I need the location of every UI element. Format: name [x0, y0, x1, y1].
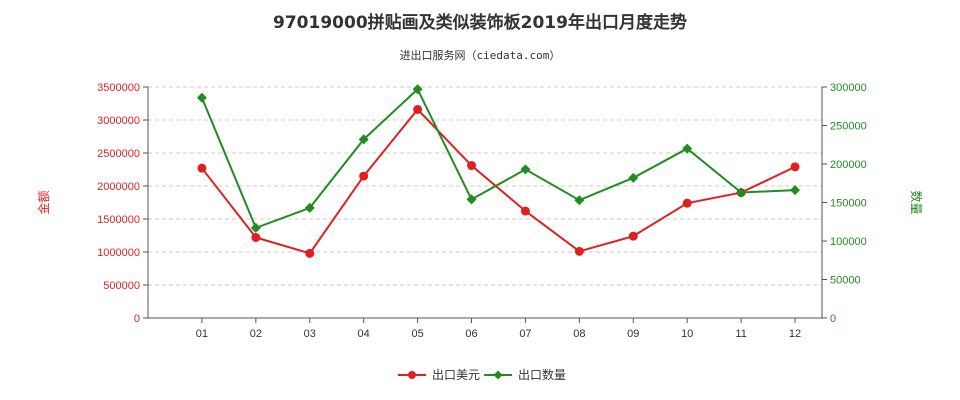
x-tick-label: 03 [304, 328, 316, 340]
left-tick-label: 3000000 [97, 115, 140, 127]
data-point [466, 194, 477, 205]
left-tick-label: 1000000 [97, 247, 140, 259]
x-tick-label: 11 [735, 328, 746, 340]
left-tick-label: 1500000 [97, 214, 140, 226]
data-point [628, 231, 638, 241]
right-axis-title: 数量 [909, 190, 924, 214]
data-point [359, 171, 369, 181]
data-point [305, 248, 315, 258]
chart-title: 97019000拼贴画及类似装饰板2019年出口月度走势 [273, 13, 687, 33]
left-tick-label: 2500000 [97, 148, 140, 160]
x-tick-label: 02 [250, 328, 262, 340]
data-point [520, 206, 530, 216]
data-point [358, 134, 369, 145]
left-axis-title: 金额 [36, 190, 51, 214]
x-tick-label: 10 [681, 328, 693, 340]
data-point [574, 246, 584, 256]
left-tick-label: 0 [134, 313, 140, 325]
series-line [200, 87, 796, 230]
legend-label: 出口美元 [432, 368, 480, 382]
data-point [197, 163, 207, 173]
series-line [201, 107, 796, 255]
data-point [628, 172, 639, 183]
data-point [412, 84, 423, 95]
right-tick-label: 150000 [830, 198, 867, 210]
legend-marker [408, 371, 416, 379]
legend-marker [493, 370, 503, 380]
left-tick-label: 500000 [103, 280, 140, 292]
data-point [196, 92, 207, 103]
right-tick-label: 200000 [830, 159, 867, 171]
x-tick-label: 09 [627, 328, 639, 340]
x-tick-label: 08 [573, 328, 585, 340]
data-point [250, 222, 261, 233]
data-point [790, 185, 801, 196]
data-point [574, 195, 585, 206]
data-point [682, 143, 693, 154]
data-point [304, 202, 315, 213]
x-tick-label: 07 [519, 328, 531, 340]
data-point [790, 162, 800, 172]
right-tick-label: 100000 [830, 236, 867, 248]
chart-subtitle: 进出口服务网（ciedata.com） [399, 49, 561, 62]
data-point [736, 187, 747, 198]
x-tick-label: 06 [465, 328, 477, 340]
left-tick-label: 2000000 [97, 181, 140, 193]
right-tick-label: 0 [830, 313, 836, 325]
left-tick-label: 3500000 [97, 82, 140, 94]
right-tick-label: 300000 [830, 82, 867, 94]
x-tick-label: 12 [789, 328, 801, 340]
right-tick-label: 50000 [830, 275, 861, 287]
right-tick-label: 250000 [830, 121, 867, 133]
x-tick-label: 01 [196, 328, 208, 340]
data-point [520, 164, 531, 175]
data-point [467, 161, 477, 171]
data-point [413, 104, 423, 114]
data-point [682, 198, 692, 208]
legend-label: 出口数量 [518, 367, 566, 382]
x-tick-label: 04 [358, 328, 370, 340]
data-point [251, 232, 261, 242]
x-tick-label: 05 [411, 328, 423, 340]
